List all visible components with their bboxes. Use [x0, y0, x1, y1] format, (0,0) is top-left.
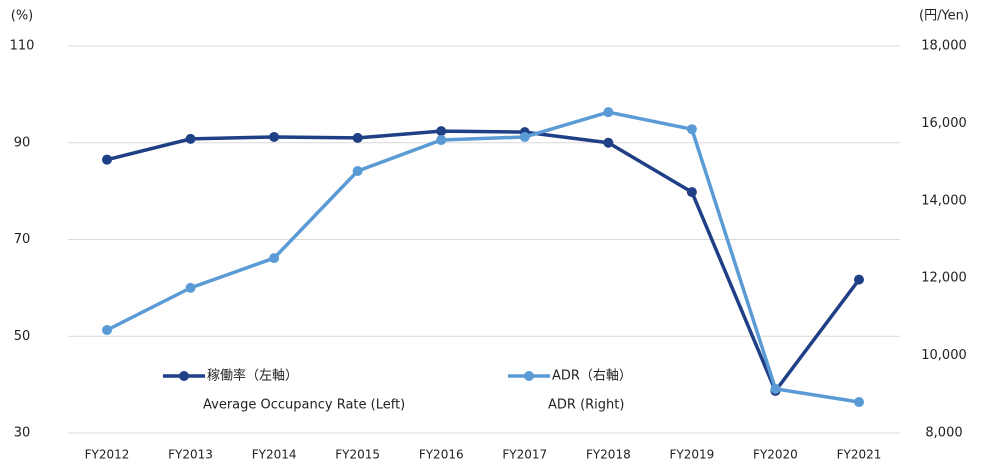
x-tick-label: FY2013 — [168, 448, 213, 462]
data-point — [436, 126, 447, 137]
y-tick-label: 30 — [14, 426, 31, 441]
x-tick-label: FY2012 — [85, 448, 130, 462]
data-point — [185, 282, 196, 293]
data-point — [686, 124, 697, 135]
y-tick-label: 50 — [14, 329, 31, 344]
legend-marker — [179, 371, 189, 381]
legend-label-en: ADR (Right) — [548, 398, 624, 413]
legend-label: ADR（右軸） — [552, 369, 632, 384]
data-point — [269, 253, 280, 264]
series-line — [106, 110, 860, 404]
legend-label-en: Average Occupancy Rate (Left) — [203, 398, 405, 413]
x-tick-label: FY2014 — [252, 448, 297, 462]
y2-tick-label: 18,000 — [921, 39, 967, 54]
series-line — [106, 129, 861, 393]
y2-tick-label: 8,000 — [925, 426, 962, 441]
legend-marker — [524, 371, 534, 381]
data-point — [603, 137, 614, 148]
data-point — [352, 132, 363, 143]
y-tick-label: 70 — [14, 232, 31, 247]
y-tick-label: 110 — [10, 39, 35, 54]
x-tick-label: FY2021 — [837, 448, 882, 462]
data-point — [603, 107, 614, 118]
data-point — [269, 131, 280, 142]
y2-tick-label: 12,000 — [921, 271, 967, 286]
data-point — [436, 135, 447, 146]
x-tick-label: FY2020 — [753, 448, 798, 462]
data-point — [185, 133, 196, 144]
y-axis-unit: (%) — [11, 9, 34, 24]
legend-label: 稼働率（左軸） — [207, 368, 298, 384]
x-tick-label: FY2017 — [502, 448, 547, 462]
data-point — [686, 187, 697, 198]
x-tick-label: FY2019 — [669, 448, 714, 462]
data-point — [102, 325, 112, 336]
y2-tick-label: 14,000 — [921, 193, 967, 208]
x-tick-label: FY2018 — [586, 448, 631, 462]
x-tick-label: FY2015 — [335, 448, 380, 462]
data-point — [770, 383, 781, 394]
data-point — [519, 131, 530, 142]
data-point — [854, 397, 864, 408]
y-tick-label: 90 — [14, 135, 31, 150]
data-point — [102, 154, 112, 165]
x-tick-label: FY2016 — [419, 448, 464, 462]
y2-axis-unit: (円/Yen) — [919, 9, 969, 24]
data-point — [352, 166, 363, 177]
y2-tick-label: 10,000 — [921, 348, 967, 363]
data-point — [854, 274, 864, 285]
y2-tick-label: 16,000 — [921, 116, 967, 131]
